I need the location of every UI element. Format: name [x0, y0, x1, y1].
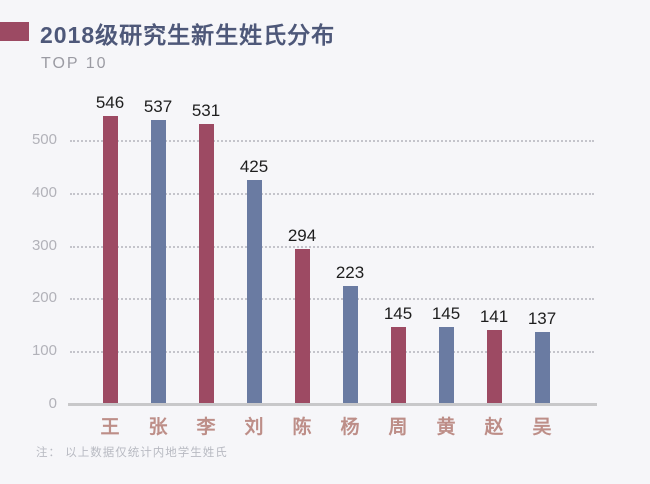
bar-张 — [150, 120, 166, 404]
y-axis-tick-label: 200 — [31, 289, 57, 307]
bar-value-label: 141 — [479, 307, 509, 326]
x-axis-label-刘: 刘 — [244, 417, 264, 438]
x-axis-label-李: 李 — [196, 417, 216, 438]
bar-李 — [198, 124, 214, 404]
chart-subtitle: TOP 10 — [41, 55, 108, 72]
gridline-200 — [70, 298, 594, 301]
bar-value-label: 145 — [431, 304, 461, 323]
bar-value-label: 537 — [143, 97, 173, 116]
bar-黄 — [438, 327, 454, 404]
x-axis-label-陈: 陈 — [292, 417, 312, 438]
x-axis-label-杨: 杨 — [340, 417, 360, 438]
bar-value-label: 294 — [287, 226, 317, 245]
bar-value-label: 223 — [335, 263, 365, 282]
x-axis-label-吴: 吴 — [532, 417, 552, 438]
bar-value-label: 531 — [191, 101, 221, 120]
chart-title: 2018级研究生新生姓氏分布 — [40, 22, 336, 48]
bar-value-label: 137 — [527, 309, 557, 328]
gridline-500 — [70, 140, 594, 142]
footnote: 注： 以上数据仅统计内地学生姓氏 — [36, 447, 228, 459]
y-axis-tick-label: 300 — [31, 236, 57, 254]
x-axis-label-黄: 黄 — [436, 417, 456, 438]
gridline-300 — [70, 245, 594, 248]
bar-value-label: 145 — [383, 304, 413, 323]
x-axis-line — [68, 403, 597, 406]
x-axis-label-周: 周 — [388, 417, 408, 438]
bar-chart: 0 100 200 300 400 500 546 537 531 425 294 223 145 14… — [0, 93, 650, 440]
title-marker-rectangle — [0, 22, 29, 41]
bar-刘 — [246, 180, 262, 404]
bar-value-label: 425 — [239, 157, 269, 176]
bar-周 — [390, 327, 406, 404]
y-axis-tick-label: 500 — [31, 131, 57, 148]
y-axis-tick-label: 0 — [48, 395, 57, 412]
bar-杨 — [342, 286, 358, 404]
bar-value-label: 546 — [95, 93, 125, 112]
bar-王 — [102, 116, 118, 404]
bar-吴 — [534, 332, 550, 404]
bar-赵 — [486, 330, 502, 404]
gridline-400 — [70, 192, 594, 195]
x-axis-label-赵: 赵 — [484, 417, 504, 438]
gridline-100 — [70, 351, 594, 354]
y-axis-tick-label: 100 — [31, 342, 57, 360]
bar-陈 — [294, 249, 310, 404]
x-axis-label-张: 张 — [148, 417, 168, 438]
x-axis-label-王: 王 — [100, 417, 120, 438]
y-axis-tick-label: 400 — [31, 183, 57, 201]
